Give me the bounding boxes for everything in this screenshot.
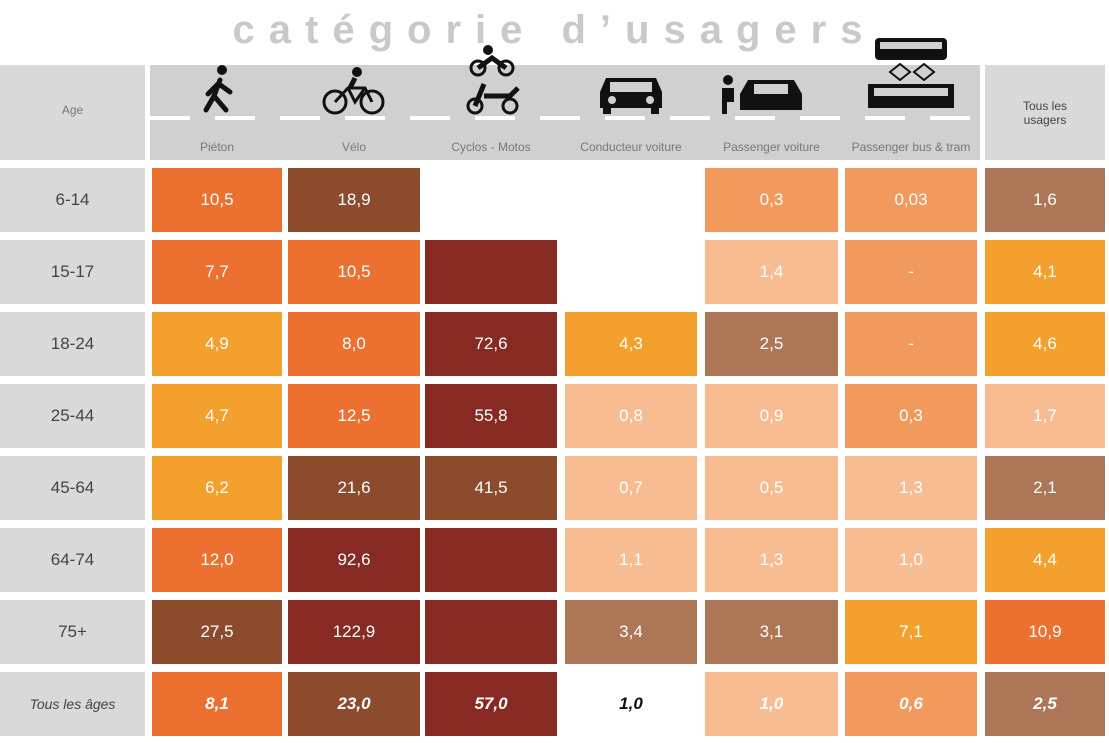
data-cell: 21,6 (288, 456, 420, 520)
data-cell: 92,6 (288, 528, 420, 592)
data-cell: 4,3 (565, 312, 697, 376)
data-cell: 23,0 (288, 672, 420, 736)
data-cell: 4,4 (985, 528, 1105, 592)
title: catégorie d’usagers (232, 8, 877, 52)
data-cell: 0,6 (845, 672, 977, 736)
row-label: 15-17 (0, 240, 145, 304)
data-cell: 2,5 (705, 312, 838, 376)
data-cell: 1,3 (845, 456, 977, 520)
column-header: Age (61, 102, 84, 117)
data-cell: 41,5 (425, 456, 557, 520)
column-header: Passenger voiture (723, 140, 820, 154)
data-cell: - (845, 240, 977, 304)
data-cell: 2,5 (985, 672, 1105, 736)
row-label: 6-14 (0, 168, 145, 232)
car-passenger-icon (722, 75, 802, 114)
data-cell (425, 168, 557, 232)
data-cell: 57,0 (425, 672, 557, 736)
data-cell: 1,3 (705, 528, 838, 592)
data-cell: 0,9 (705, 384, 838, 448)
data-cell (425, 528, 557, 592)
data-cell: 10,9 (985, 600, 1105, 664)
data-cell: 4,9 (152, 312, 282, 376)
data-cell: 1,0 (565, 672, 697, 736)
data-cell: 3,1 (705, 600, 838, 664)
row-label: Tous les âges (0, 672, 145, 736)
data-cell (565, 240, 697, 304)
data-cell: 4,1 (985, 240, 1105, 304)
column-header: Tous les usagers (1022, 98, 1068, 127)
car-driver-icon (600, 78, 662, 114)
total-header-bg (985, 65, 1105, 160)
row-label: 18-24 (0, 312, 145, 376)
age-header-bg (0, 65, 145, 160)
row-label: 75+ (0, 600, 145, 664)
data-cell: 0,7 (565, 456, 697, 520)
column-header: Cyclos - Motos (451, 140, 531, 154)
data-cell: 0,3 (845, 384, 977, 448)
data-cell: 18,9 (288, 168, 420, 232)
data-cell (425, 240, 557, 304)
data-cell: 0,5 (705, 456, 838, 520)
data-cell: 1,0 (845, 528, 977, 592)
data-cell: 10,5 (288, 240, 420, 304)
data-cell: 1,7 (985, 384, 1105, 448)
row-label: 45-64 (0, 456, 145, 520)
data-cell: 8,0 (288, 312, 420, 376)
data-cell: 0,03 (845, 168, 977, 232)
data-cell: 72,6 (425, 312, 557, 376)
bus-tram-icon (868, 38, 954, 108)
data-cell: 122,9 (288, 600, 420, 664)
data-cell: 1,0 (705, 672, 838, 736)
data-cell: 3,4 (565, 600, 697, 664)
data-cell: 7,1 (845, 600, 977, 664)
moto-icon (466, 45, 520, 115)
data-cell: 1,4 (705, 240, 838, 304)
data-cell: 7,7 (152, 240, 282, 304)
data-cell: 8,1 (152, 672, 282, 736)
data-cell: - (845, 312, 977, 376)
data-cell: 0,3 (705, 168, 838, 232)
column-header: Piéton (199, 140, 235, 154)
row-label: 64-74 (0, 528, 145, 592)
data-cell: 27,5 (152, 600, 282, 664)
column-header: Conducteur voiture (580, 140, 682, 154)
data-cell: 10,5 (152, 168, 282, 232)
category-header-bg (150, 65, 980, 160)
column-header: Vélo (341, 140, 367, 154)
data-cell: 55,8 (425, 384, 557, 448)
bike-icon (322, 67, 385, 115)
data-cell: 6,2 (152, 456, 282, 520)
data-cell: 1,6 (985, 168, 1105, 232)
data-cell: 2,1 (985, 456, 1105, 520)
data-cell: 4,7 (152, 384, 282, 448)
row-label: 25-44 (0, 384, 145, 448)
data-cell: 1,1 (565, 528, 697, 592)
data-cell: 0,8 (565, 384, 697, 448)
pedestrian-icon (203, 65, 233, 113)
data-cell: 4,6 (985, 312, 1105, 376)
data-cell: 12,0 (152, 528, 282, 592)
icons (203, 38, 954, 115)
data-cell (565, 168, 697, 232)
data-cell (425, 600, 557, 664)
column-header: Passenger bus & tram (851, 140, 971, 154)
data-cell: 12,5 (288, 384, 420, 448)
